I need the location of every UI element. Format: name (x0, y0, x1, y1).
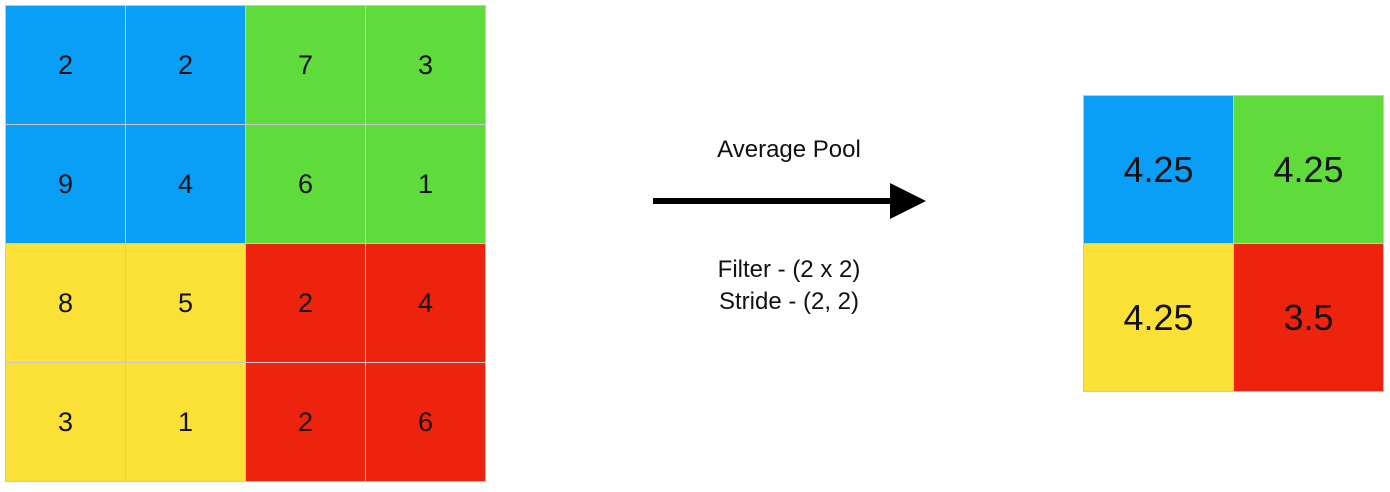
cell: 8 (6, 244, 125, 362)
cell: 7 (246, 6, 365, 124)
cell: 4.25 (1234, 96, 1383, 243)
output-grid: 4.25 4.25 4.25 3.5 (1083, 95, 1384, 392)
cell: 3 (6, 363, 125, 481)
cell: 2 (126, 6, 245, 124)
cell: 9 (6, 125, 125, 243)
cell: 2 (246, 244, 365, 362)
cell: 1 (366, 125, 485, 243)
cell: 3 (366, 6, 485, 124)
cell: 4 (366, 244, 485, 362)
cell: 6 (366, 363, 485, 481)
arrow (653, 183, 926, 219)
filter-label: Filter - (2 x 2) (717, 256, 861, 283)
stride-label: Stride - (2, 2) (718, 288, 860, 315)
operation-title: Average Pool (717, 136, 861, 163)
cell: 3.5 (1234, 244, 1383, 391)
cell: 6 (246, 125, 365, 243)
cell: 2 (6, 6, 125, 124)
cell: 1 (126, 363, 245, 481)
cell: 4.25 (1084, 244, 1233, 391)
cell: 4 (126, 125, 245, 243)
cell: 2 (246, 363, 365, 481)
cell: 5 (126, 244, 245, 362)
cell: 4.25 (1084, 96, 1233, 243)
